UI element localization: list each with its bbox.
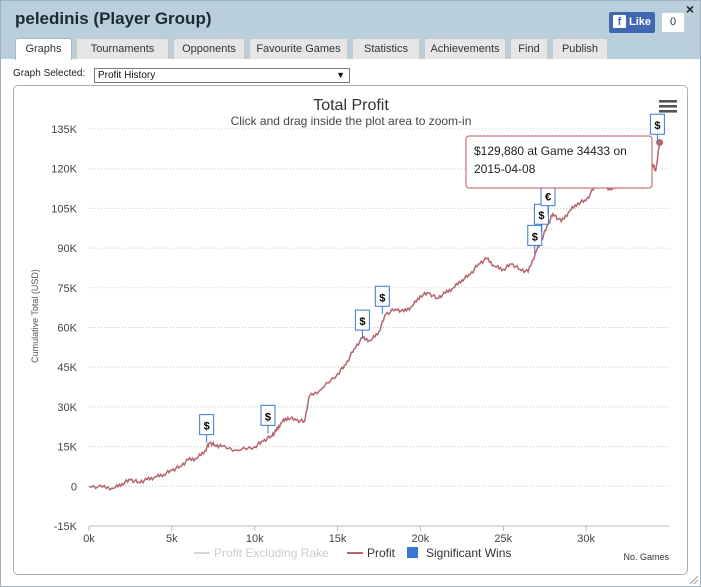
- tab-graphs[interactable]: Graphs: [15, 38, 72, 60]
- y-tick-label: 60K: [57, 323, 77, 335]
- tab-favourite-games[interactable]: Favourite Games: [249, 38, 348, 59]
- x-tick-labels: 0k 5k 10k 15k 20k 25k 30k: [83, 525, 669, 545]
- flag-box[interactable]: [649, 113, 665, 135]
- graph-selector-dropdown[interactable]: Profit History ▼: [94, 68, 350, 83]
- flag-box[interactable]: [260, 404, 276, 426]
- flag-label: $: [204, 421, 210, 433]
- chart-panel: Total Profit Click and drag inside the p…: [13, 85, 688, 575]
- flag-label: $: [265, 411, 271, 423]
- graph-selector-label: Graph Selected:: [13, 68, 86, 79]
- tooltip: $129,880 at Game 34433 on 2015-04-08: [465, 135, 653, 189]
- flag-label: $: [379, 292, 385, 304]
- legend-item-profit[interactable]: Profit: [367, 546, 396, 560]
- x-tick-label: 25k: [494, 533, 512, 545]
- facebook-like-label: Like: [629, 16, 652, 28]
- x-tick-label: 10k: [246, 533, 264, 545]
- y-tick-label: 30K: [57, 402, 77, 414]
- x-tick-label: 30k: [577, 533, 595, 545]
- tab-opponents[interactable]: Opponents: [173, 38, 245, 59]
- tooltip-box: [465, 135, 653, 189]
- y-tick-label: -15K: [54, 521, 78, 533]
- tab-publish[interactable]: Publish: [552, 38, 608, 59]
- dropdown-arrow-icon: ▼: [336, 70, 345, 80]
- flag-box[interactable]: [374, 285, 390, 307]
- tab-statistics[interactable]: Statistics: [352, 38, 420, 59]
- flag-box[interactable]: [354, 309, 370, 331]
- grid-lines: [89, 128, 669, 527]
- legend-marker-significant-wins: [407, 547, 418, 558]
- flag-label: $: [359, 316, 365, 328]
- flag-box[interactable]: [199, 414, 215, 436]
- y-tick-label: 15K: [57, 442, 77, 454]
- y-tick-label: 75K: [57, 283, 77, 295]
- flag-label: $: [654, 120, 660, 132]
- y-tick-label: 90K: [57, 243, 77, 255]
- y-axis-label: Cumulative Total (USD): [30, 269, 40, 363]
- x-axis-label: No. Games: [623, 552, 669, 562]
- graph-selector-value: Profit History: [98, 70, 156, 81]
- tab-achievements[interactable]: Achievements: [424, 38, 506, 59]
- chart-menu-icon[interactable]: [659, 100, 677, 113]
- title-bar: peledinis (Player Group) f Like 0 × Graph…: [1, 1, 700, 60]
- y-tick-label: 45K: [57, 362, 77, 374]
- chart-title: Total Profit: [313, 97, 389, 114]
- facebook-like-button[interactable]: f Like: [609, 12, 655, 33]
- series-line-profit: [88, 142, 661, 491]
- y-tick-label: 0: [71, 481, 77, 493]
- y-tick-label: 120K: [51, 164, 77, 176]
- x-tick-label: 15k: [329, 533, 347, 545]
- chart-legend: Profit Excluding Rake Profit Significant…: [194, 546, 511, 560]
- facebook-icon: f: [613, 14, 626, 28]
- resize-grip-icon[interactable]: [690, 576, 698, 584]
- legend-item-significant-wins[interactable]: Significant Wins: [426, 546, 511, 560]
- tooltip-line-2: 2015-04-08: [474, 162, 536, 176]
- x-tick-label: 0k: [83, 533, 95, 545]
- series-lines: [88, 139, 664, 491]
- profit-chart[interactable]: Total Profit Click and drag inside the p…: [14, 86, 689, 576]
- tab-find[interactable]: Find: [510, 38, 548, 59]
- y-tick-label: 135K: [51, 124, 77, 136]
- tooltip-line-1: $129,880 at Game 34433 on: [474, 144, 627, 158]
- flag-label: $: [538, 210, 544, 222]
- close-icon[interactable]: ×: [685, 1, 694, 17]
- y-tick-labels: -15K 0 15K 30K 45K 60K 75K 90K 105K 120K 135K: [51, 124, 77, 533]
- flag-label: $: [532, 231, 538, 243]
- flag-label: €: [545, 192, 551, 204]
- legend-item-excluding-rake[interactable]: Profit Excluding Rake: [214, 546, 329, 560]
- facebook-like-count: 0: [661, 12, 685, 33]
- window-title: peledinis (Player Group): [15, 9, 212, 28]
- tab-tournaments[interactable]: Tournaments: [76, 38, 169, 59]
- x-tick-label: 20k: [412, 533, 430, 545]
- flag-box[interactable]: [527, 224, 543, 246]
- chart-subtitle: Click and drag inside the plot area to z…: [231, 114, 472, 128]
- x-tick-label: 5k: [166, 533, 178, 545]
- y-tick-label: 105K: [51, 203, 77, 215]
